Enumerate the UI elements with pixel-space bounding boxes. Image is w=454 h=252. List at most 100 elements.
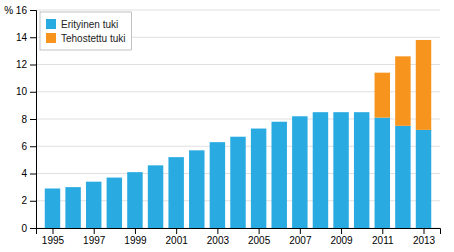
x-tick-label: 1997 <box>83 235 106 246</box>
bar <box>375 73 390 118</box>
legend: Erityinen tuki Tehostettu tuki <box>40 12 131 50</box>
bar <box>189 150 204 228</box>
y-tick: 2 <box>21 195 36 206</box>
y-tick-label: 8 <box>21 114 27 125</box>
bar <box>313 112 328 113</box>
y-tick-mark <box>30 174 36 175</box>
bar <box>107 178 122 228</box>
bar <box>292 116 307 228</box>
x-tick: 2001 <box>166 228 189 246</box>
y-tick-label: % 16 <box>4 5 27 16</box>
legend-label: Erityinen tuki <box>61 19 118 30</box>
legend-label: Tehostettu tuki <box>61 33 125 44</box>
x-tick-mark <box>341 228 342 234</box>
bar <box>395 126 410 228</box>
series <box>45 112 431 228</box>
bar <box>416 130 431 228</box>
chart-container: 1995 1997 1999 2001 2003 2005 2007 2009 2011 2013… <box>0 0 454 252</box>
x-tick-label: 2001 <box>166 235 189 246</box>
bar <box>271 121 286 122</box>
bar <box>251 128 266 129</box>
x-tick: 2011 <box>372 228 394 246</box>
legend-item: Erityinen tuki <box>46 19 118 30</box>
bar <box>45 188 60 228</box>
bars <box>45 40 431 228</box>
y-tick-label: 0 <box>21 223 27 234</box>
x-tick-mark <box>176 228 177 234</box>
bar <box>189 150 204 151</box>
y-tick-label: 4 <box>21 168 27 179</box>
bar <box>168 157 183 158</box>
x-tick-mark <box>135 228 136 234</box>
y-tick: 8 <box>21 114 36 125</box>
x-tick: 2013 <box>413 228 436 246</box>
y-tick: 10 <box>16 86 36 97</box>
y-tick-mark <box>30 201 36 202</box>
bar <box>354 112 369 228</box>
x-tick: 1995 <box>42 228 65 246</box>
bar <box>210 142 225 143</box>
y-tick: 0 <box>21 223 36 234</box>
x-tick-label: 2005 <box>248 235 271 246</box>
y-tick-mark <box>30 37 36 38</box>
y-tick-mark <box>30 65 36 66</box>
y-tick-mark <box>30 10 36 11</box>
x-tick-label: 2013 <box>413 235 436 246</box>
bar <box>210 142 225 228</box>
bar <box>148 165 163 166</box>
bar <box>86 182 101 228</box>
x-tick-label: 2009 <box>330 235 353 246</box>
grid <box>36 10 440 228</box>
bar <box>230 136 245 137</box>
legend-swatch <box>46 33 56 43</box>
bar <box>271 122 286 228</box>
y-tick-mark <box>30 119 36 120</box>
x-tick: 2003 <box>207 228 230 246</box>
x-tick: 1997 <box>83 228 106 246</box>
y-tick: % 16 <box>4 5 36 16</box>
bar <box>416 40 431 130</box>
y-axis-line <box>30 11 37 229</box>
x-tick-mark <box>382 228 383 234</box>
x-tick: 1999 <box>124 228 147 246</box>
x-tick-label: 2011 <box>372 235 394 246</box>
grid-line <box>36 10 440 11</box>
y-tick-label: 6 <box>21 141 27 152</box>
bar <box>333 112 348 228</box>
bar <box>86 181 101 182</box>
bar <box>292 116 307 117</box>
x-axis-line <box>37 229 441 235</box>
y-tick-mark <box>30 92 36 93</box>
bar <box>127 172 142 173</box>
x-tick-mark <box>300 228 301 234</box>
bar <box>65 187 80 188</box>
x-tick: 2005 <box>248 228 271 246</box>
x-tick-mark <box>217 228 218 234</box>
x-tick-label: 2007 <box>289 235 312 246</box>
legend-swatch <box>46 19 56 29</box>
y-tick-label: 2 <box>21 195 27 206</box>
bar <box>230 137 245 228</box>
bar <box>168 157 183 228</box>
y-tick-label: 10 <box>16 86 28 97</box>
y-tick: 4 <box>21 168 36 179</box>
y-tick-label: 12 <box>16 59 28 70</box>
x-tick-mark <box>259 228 260 234</box>
y-tick: 14 <box>16 32 36 43</box>
bar <box>251 129 266 228</box>
y-tick-mark <box>30 228 36 229</box>
bar <box>65 187 80 228</box>
legend-item: Tehostettu tuki <box>46 33 125 44</box>
x-tick-label: 1999 <box>124 235 147 246</box>
series <box>375 40 432 130</box>
bar <box>313 112 328 228</box>
x-tick-mark <box>424 228 425 234</box>
bar <box>107 177 122 178</box>
y-tick: 12 <box>16 59 36 70</box>
y-tick-mark <box>30 146 36 147</box>
x-tick-label: 2003 <box>207 235 230 246</box>
bar <box>45 188 60 189</box>
chart: 1995 1997 1999 2001 2003 2005 2007 2009 2011 2013… <box>0 0 454 252</box>
x-tick-mark <box>94 228 95 234</box>
legend-frame <box>40 12 131 50</box>
